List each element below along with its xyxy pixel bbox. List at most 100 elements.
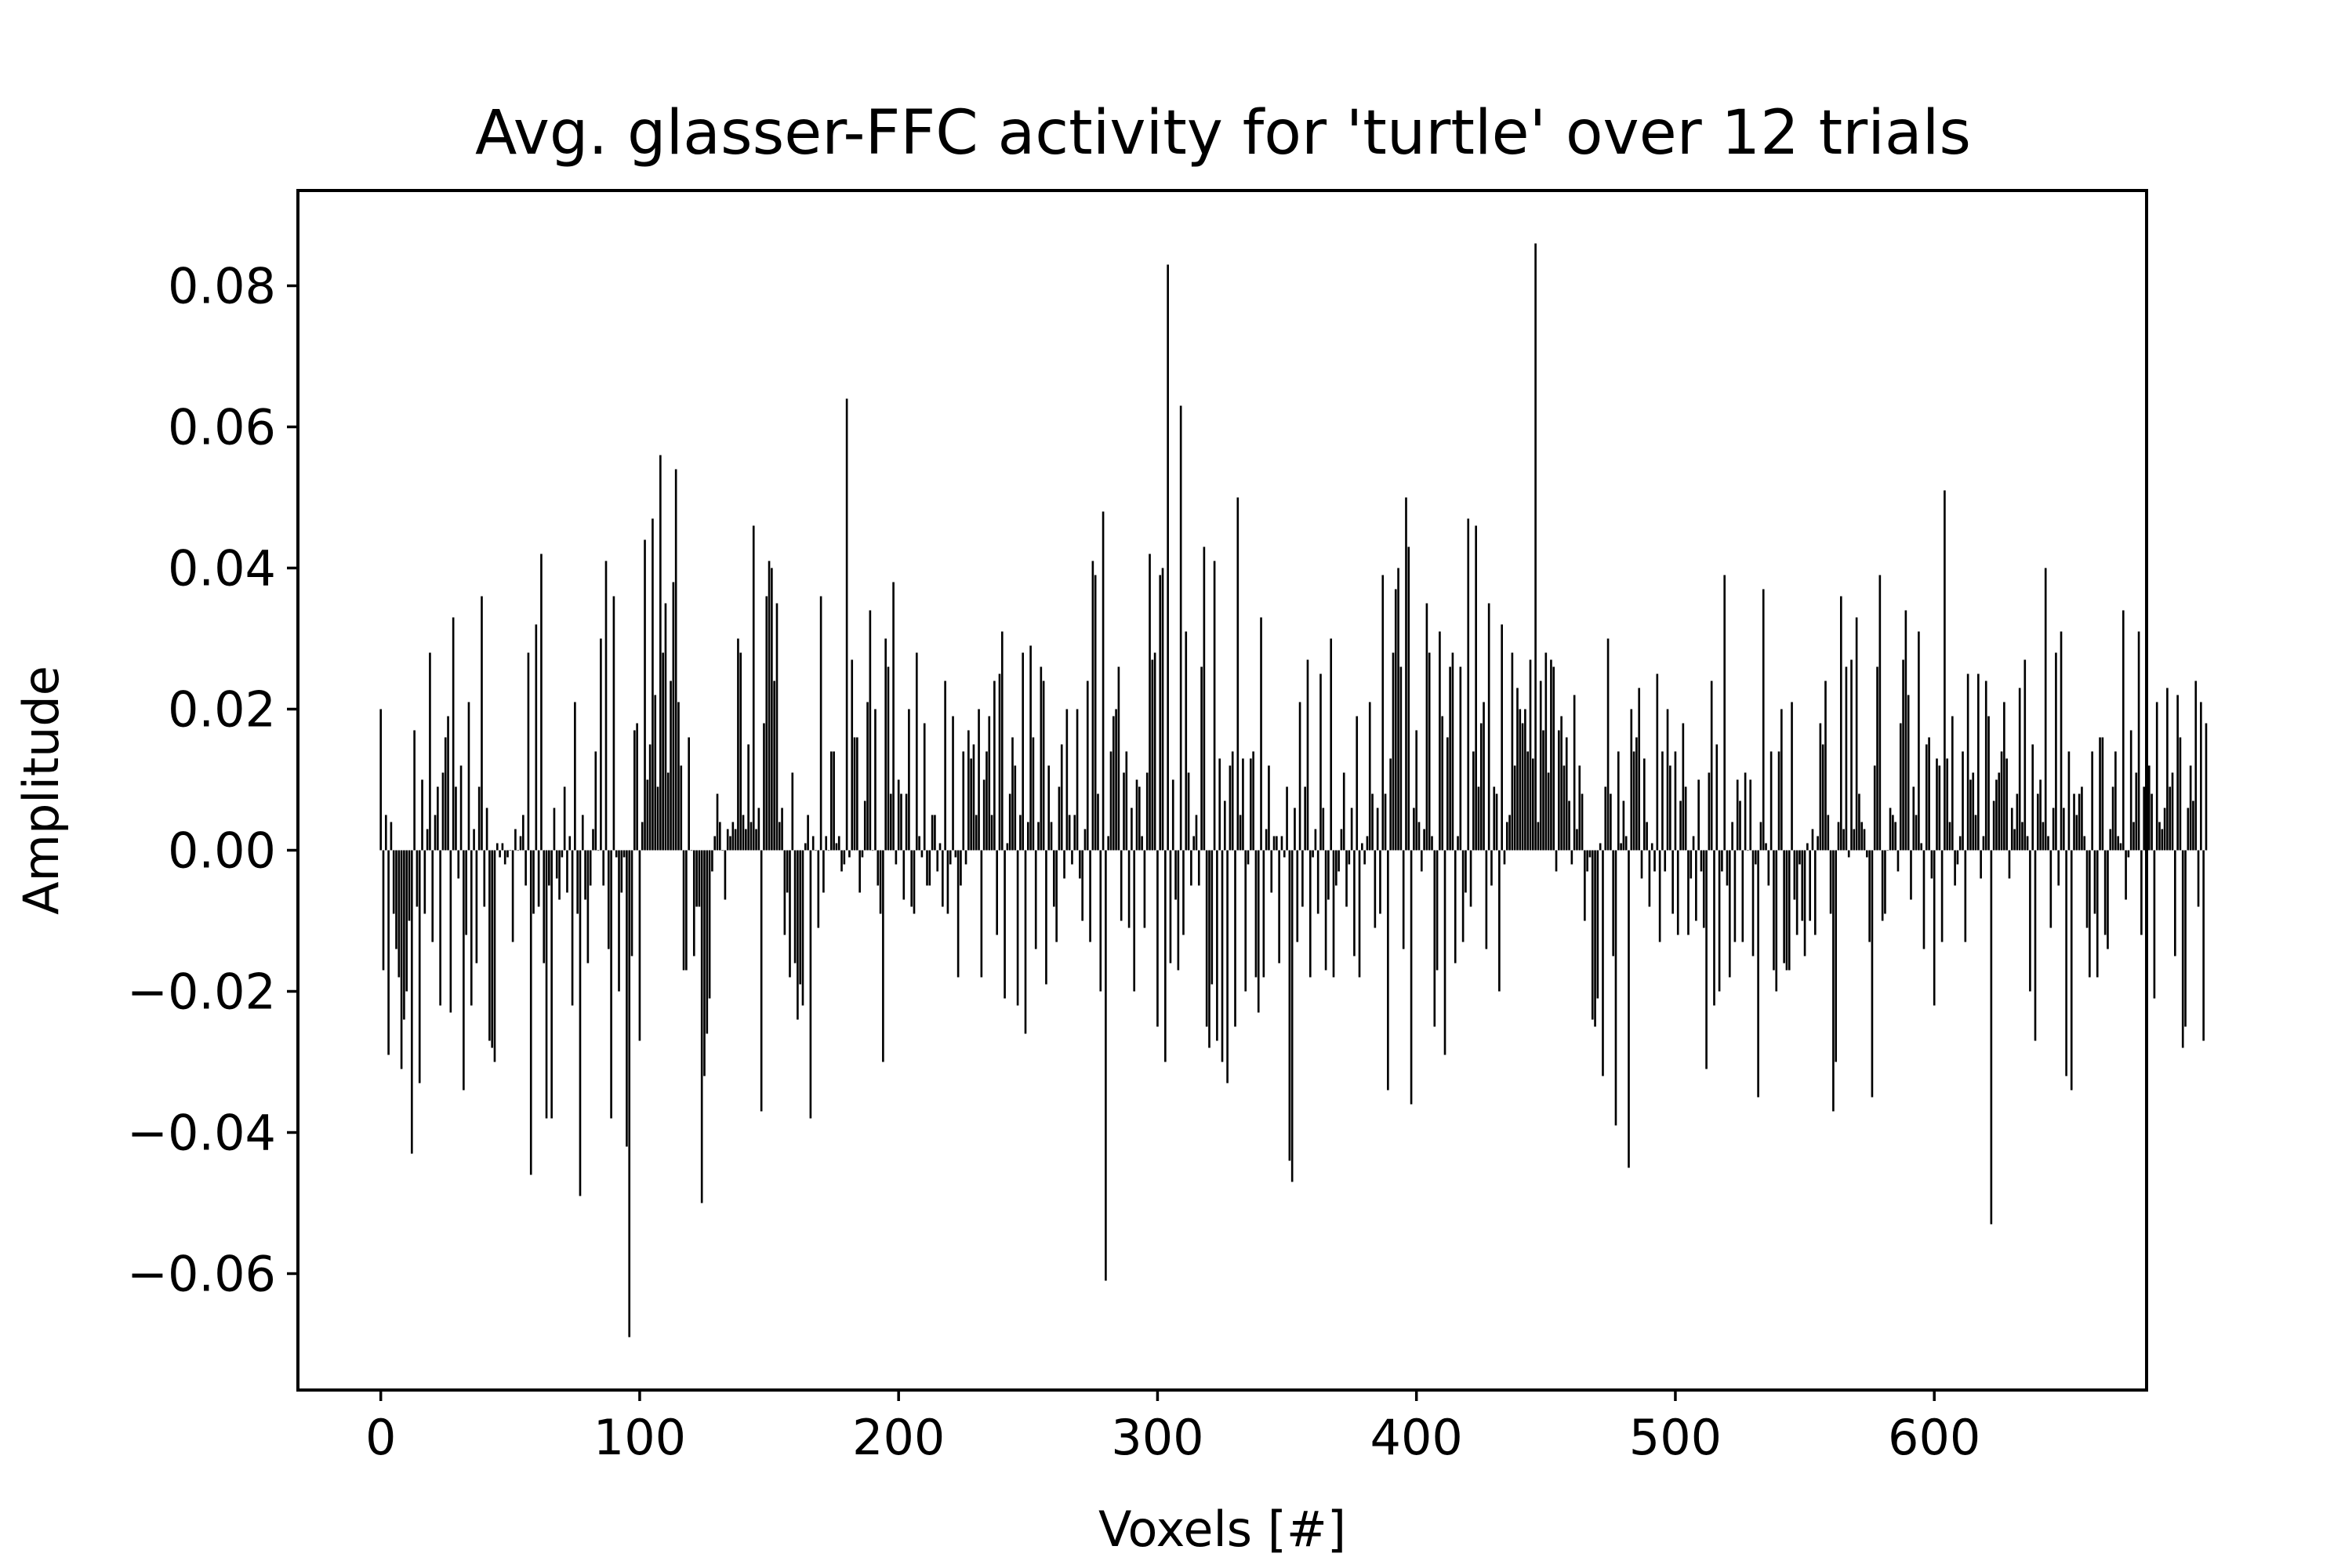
bar xyxy=(1508,815,1511,851)
bar xyxy=(1131,808,1133,851)
bar xyxy=(1177,850,1180,971)
bar xyxy=(1638,688,1641,851)
bar xyxy=(602,850,605,886)
bar xyxy=(1646,822,1648,851)
bar xyxy=(1723,575,1726,851)
bar xyxy=(755,829,757,851)
bar xyxy=(1358,850,1361,978)
bar xyxy=(1726,850,1729,886)
bar xyxy=(1809,850,1811,921)
bar xyxy=(1871,850,1874,1098)
bar xyxy=(628,850,631,1338)
bar xyxy=(990,815,993,851)
bar xyxy=(1135,779,1138,851)
bar xyxy=(1922,850,1926,949)
bar xyxy=(1998,772,2001,851)
bar xyxy=(1962,751,1964,851)
bar xyxy=(1314,829,1317,851)
bar xyxy=(1713,850,1715,1006)
bar xyxy=(392,850,395,914)
bar xyxy=(1542,730,1544,851)
bar xyxy=(1376,808,1379,851)
bar xyxy=(985,751,988,851)
bar xyxy=(413,730,416,851)
y-axis-ticks: −0.06 −0.04 −0.02 0.00 0.02 0.04 0.06 0.08 xyxy=(127,258,298,1303)
bar xyxy=(1889,808,1892,851)
bar xyxy=(972,744,975,851)
bar xyxy=(1944,490,1946,851)
bar xyxy=(455,786,457,851)
bar xyxy=(739,652,742,851)
bar xyxy=(485,808,488,851)
bar xyxy=(978,709,980,851)
bar xyxy=(1490,850,1493,886)
bar xyxy=(1534,243,1537,851)
bar xyxy=(576,850,579,914)
bar xyxy=(447,716,449,851)
x-tick-label: 300 xyxy=(1111,1409,1203,1466)
bar xyxy=(1578,765,1581,851)
bar xyxy=(1306,659,1309,851)
bar xyxy=(390,822,393,851)
bar xyxy=(2003,702,2005,851)
bar xyxy=(708,850,711,999)
bar xyxy=(1288,850,1291,1161)
bar xyxy=(2187,808,2190,851)
bar xyxy=(1910,850,1912,900)
bar xyxy=(584,850,586,900)
bar xyxy=(988,716,991,851)
bar xyxy=(1451,652,1454,851)
bar xyxy=(2089,850,2091,978)
bar xyxy=(387,850,390,1055)
bar xyxy=(1083,829,1087,851)
bar xyxy=(405,850,408,992)
bar xyxy=(1060,744,1063,851)
bar xyxy=(1728,850,1731,978)
bar xyxy=(397,850,401,978)
bar xyxy=(1692,836,1695,851)
bar xyxy=(1829,850,1832,914)
bar xyxy=(594,751,597,851)
bar xyxy=(1210,850,1214,985)
bar xyxy=(664,603,667,851)
bar xyxy=(429,652,431,851)
bar xyxy=(752,525,755,851)
x-tick-label: 500 xyxy=(1629,1409,1722,1466)
bar xyxy=(1290,850,1294,1182)
bar xyxy=(491,850,494,1048)
bar xyxy=(1019,815,1022,851)
bar xyxy=(477,786,481,851)
bar xyxy=(771,568,773,851)
bar xyxy=(641,822,644,851)
bar xyxy=(1495,793,1498,851)
bar xyxy=(1381,575,1385,851)
bar xyxy=(1200,666,1203,851)
bar xyxy=(1071,850,1073,865)
bar xyxy=(1710,681,1713,851)
bar xyxy=(566,850,568,893)
bar xyxy=(2070,850,2073,1091)
bar xyxy=(1252,751,1254,851)
bar xyxy=(1050,822,1053,851)
bar xyxy=(1775,850,1778,992)
bar xyxy=(1550,659,1552,851)
bar xyxy=(1850,659,1853,851)
bar xyxy=(928,850,931,886)
bar xyxy=(1420,850,1423,872)
bar xyxy=(1387,850,1389,1091)
bar xyxy=(483,850,486,907)
bar xyxy=(1389,758,1392,851)
bar xyxy=(1301,850,1304,907)
bar xyxy=(1640,850,1643,879)
bar xyxy=(1465,850,1467,893)
bar xyxy=(1837,822,1840,851)
y-tick-label: 0.00 xyxy=(168,822,276,880)
bar xyxy=(1868,850,1871,942)
bar xyxy=(835,843,838,851)
bar xyxy=(514,829,517,851)
bar xyxy=(1109,751,1112,851)
bar xyxy=(1783,850,1785,964)
bar xyxy=(713,836,717,851)
bar xyxy=(1342,772,1345,851)
